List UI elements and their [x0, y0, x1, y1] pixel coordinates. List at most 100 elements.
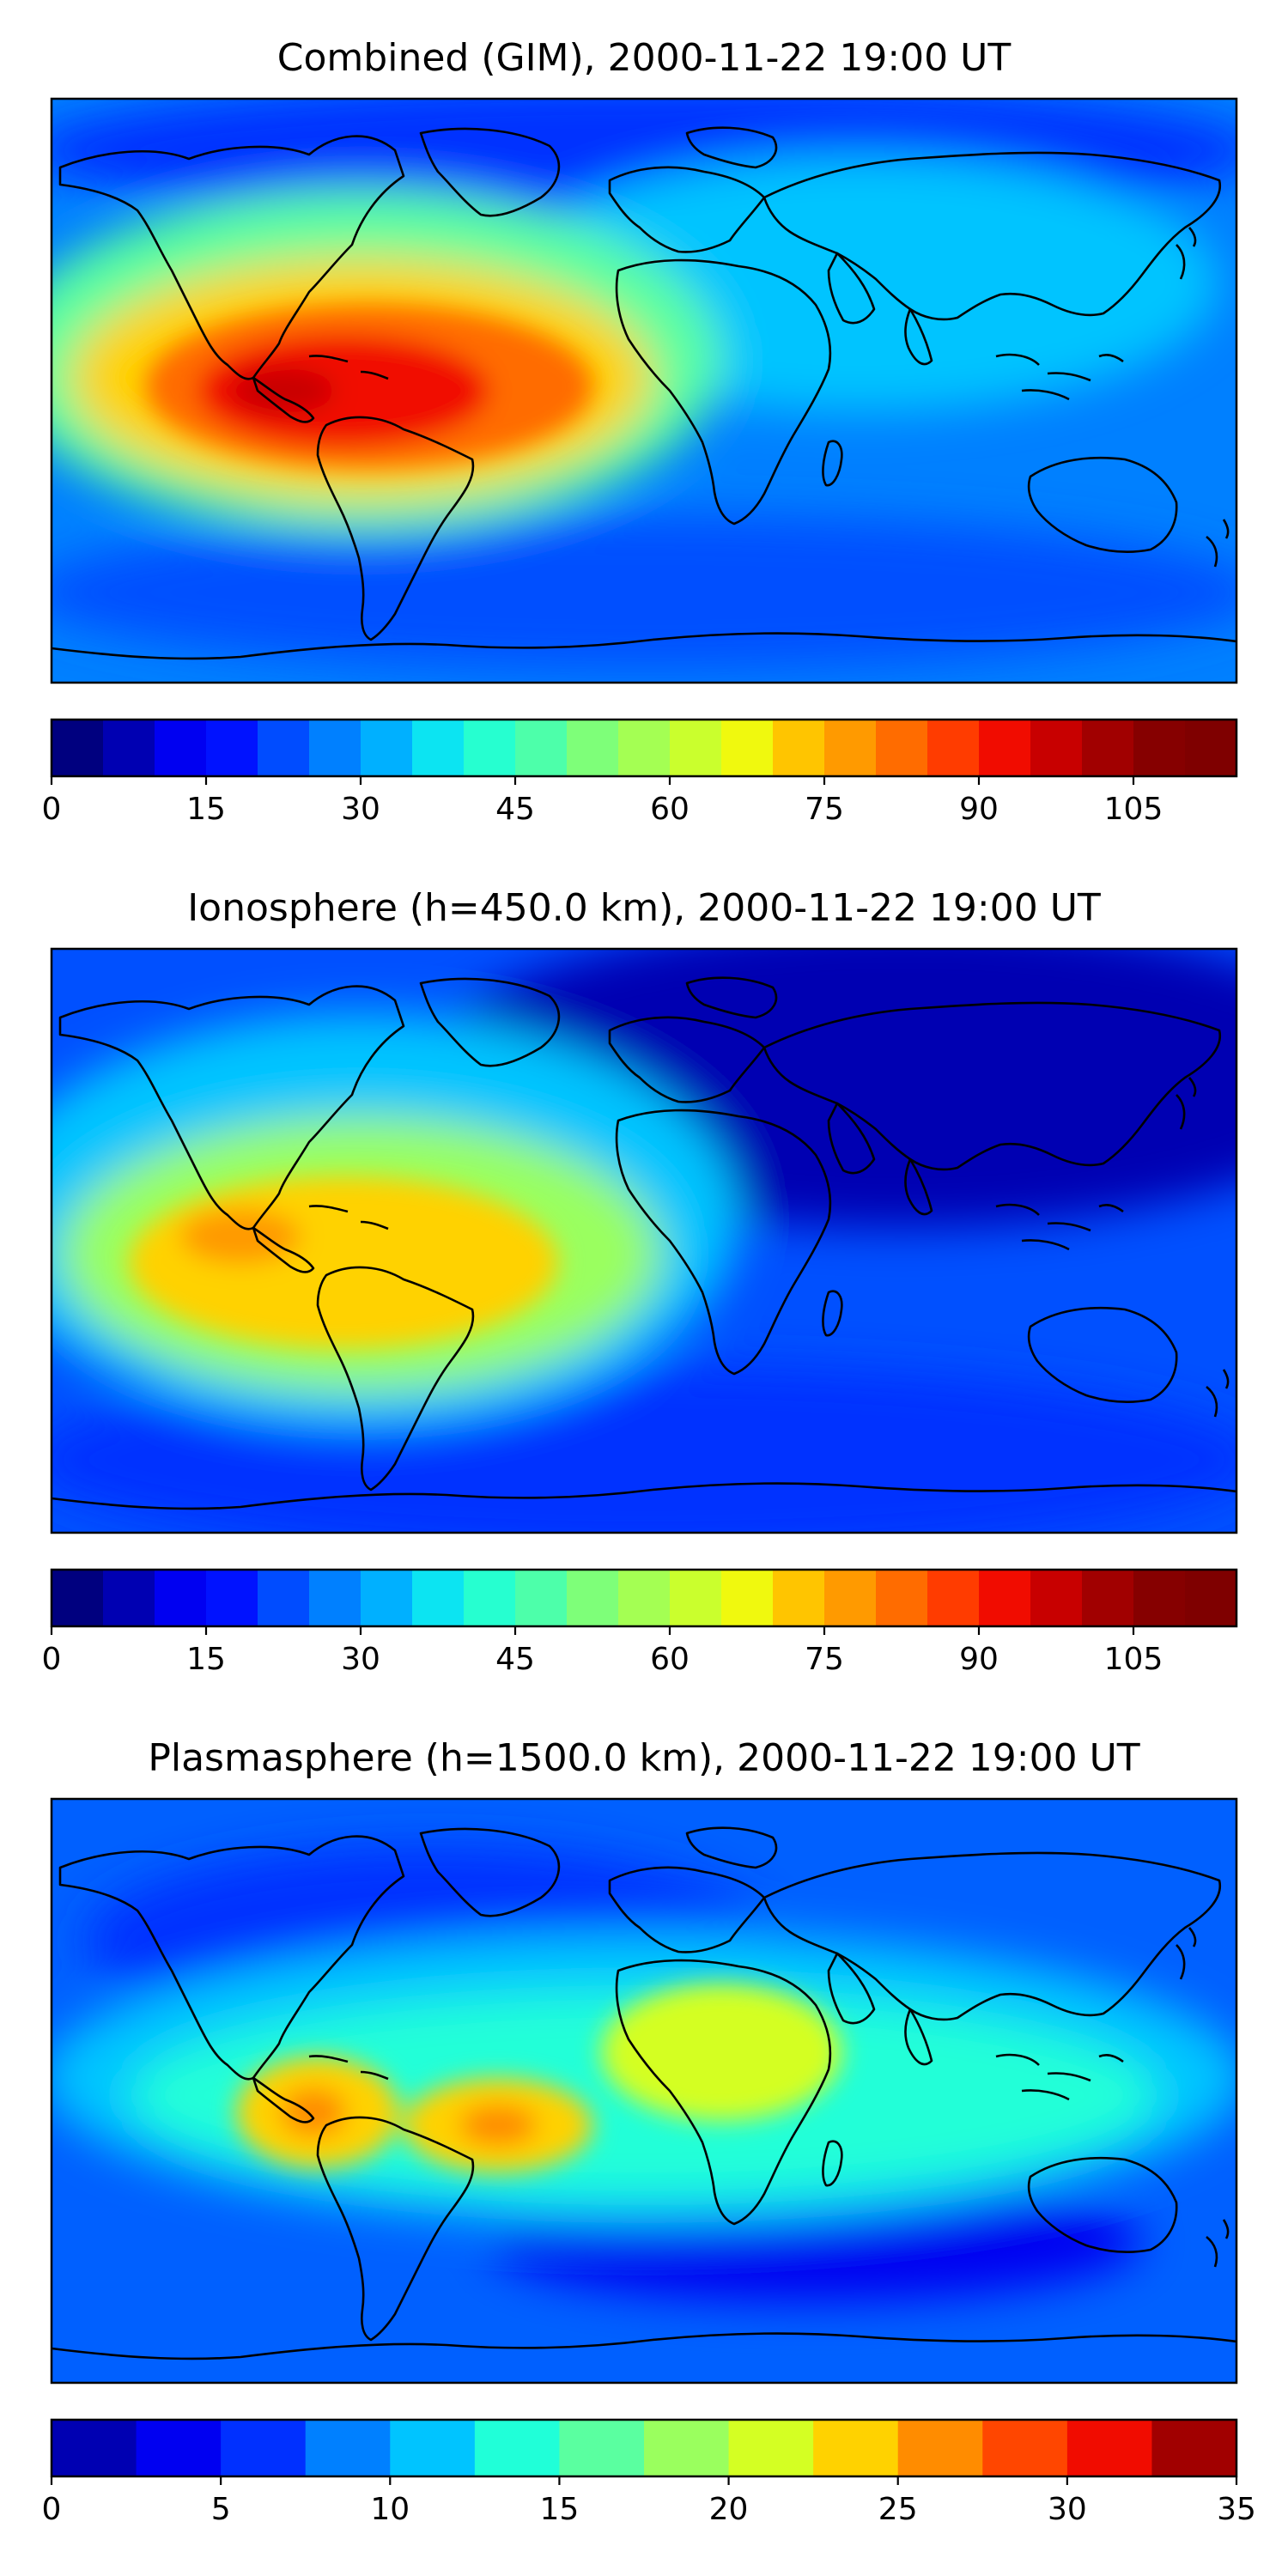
panel-2-anomaly-inner [129, 1176, 558, 1348]
colorbar-1-swatch-9 [515, 720, 568, 776]
panel-1-colorbar: 0 15 30 45 60 75 90 105 [42, 718, 1238, 827]
colorbar-3-swatch-2 [221, 2420, 307, 2476]
colorbar-2-swatch-14 [773, 1570, 825, 1626]
colorbar-3-swatch-11 [982, 2420, 1068, 2476]
colorbar-2-swatch-18 [979, 1570, 1031, 1626]
colorbar-1-tick-label-7: 105 [1104, 792, 1163, 827]
colorbar-2-swatch-10 [567, 1570, 619, 1626]
colorbar-1-frame [50, 718, 1238, 778]
colorbar-3-swatch-7 [644, 2420, 730, 2476]
colorbar-1-swatch-8 [464, 720, 516, 776]
colorbar-1-swatch-10 [567, 720, 619, 776]
colorbar-2-tick-label-3: 45 [495, 1642, 535, 1677]
colorbar-1-swatch-15 [824, 720, 877, 776]
colorbar-1-swatch-21 [1133, 720, 1186, 776]
colorbar-3-tick-label-5: 25 [878, 2492, 918, 2527]
colorbar-1-swatch-1 [103, 720, 155, 776]
colorbar-2-swatch-21 [1133, 1570, 1186, 1626]
colorbar-1-swatch-3 [206, 720, 258, 776]
colorbar-3-tick-label-7: 35 [1217, 2492, 1256, 2527]
colorbar-2-swatch-8 [464, 1570, 516, 1626]
panel-1-hotspot [232, 368, 335, 413]
colorbar-1-swatch-4 [258, 720, 310, 776]
colorbar-3-tick-label-1: 5 [211, 2492, 231, 2527]
colorbar-2-swatch-2 [155, 1570, 207, 1626]
colorbar-2-swatch-16 [876, 1570, 928, 1626]
panel-3-map [52, 1799, 1236, 2383]
colorbar-3-swatch-4 [390, 2420, 476, 2476]
colorbar-3-swatch-12 [1066, 2420, 1153, 2476]
colorbar-2-swatch-19 [1030, 1570, 1083, 1626]
colorbar-1-swatch-12 [670, 720, 722, 776]
colorbar-3-tick-label-6: 30 [1048, 2492, 1087, 2527]
panel-1-map-frame [50, 97, 1238, 684]
colorbar-2-swatch-4 [258, 1570, 310, 1626]
panel-2-map [52, 949, 1236, 1533]
colorbar-3-swatch-9 [813, 2420, 899, 2476]
colorbar-1-swatch-19 [1030, 720, 1083, 776]
colorbar-2-swatch-6 [361, 1570, 413, 1626]
colorbar-2-swatch-9 [515, 1570, 568, 1626]
colorbar-1-swatch-7 [412, 720, 465, 776]
colorbar-1-tick-label-2: 30 [341, 792, 380, 827]
colorbar-2-swatch-5 [309, 1570, 361, 1626]
panel-2-hotspot [180, 1209, 301, 1264]
panel-3-brazil-hotspot [459, 2105, 537, 2146]
colorbar-1-swatch-13 [721, 720, 774, 776]
colorbar-1-swatch-20 [1082, 720, 1134, 776]
panel-2-map-frame [50, 947, 1238, 1534]
panel-3-title: Plasmasphere (h=1500.0 km), 2000-11-22 1… [148, 1736, 1139, 1780]
colorbar-2-tick-label-4: 60 [650, 1642, 690, 1677]
panel-2-title: Ionosphere (h=450.0 km), 2000-11-22 19:0… [187, 886, 1101, 930]
colorbar-2-tick-label-6: 90 [959, 1642, 999, 1677]
panel-1-band-south [52, 515, 1236, 670]
colorbar-1-tick-label-1: 15 [186, 792, 226, 827]
colorbar-2-swatch-3 [206, 1570, 258, 1626]
colorbar-1-swatch-14 [773, 720, 825, 776]
colorbar-2-swatch-15 [824, 1570, 877, 1626]
panel-3-africa-peak [601, 1984, 841, 2121]
colorbar-1-swatch-6 [361, 720, 413, 776]
colorbar-3-tick-label-3: 15 [540, 2492, 580, 2527]
colorbar-1-swatch-11 [618, 720, 671, 776]
colorbar-2-swatch-22 [1185, 1570, 1237, 1626]
colorbar-2-tick-label-1: 15 [186, 1642, 226, 1677]
colorbar-2-swatch-7 [412, 1570, 465, 1626]
colorbar-1-tick-label-6: 90 [959, 792, 999, 827]
colorbar-3-swatch-8 [728, 2420, 814, 2476]
colorbar-1-tick-label-5: 75 [805, 792, 844, 827]
colorbar-1-tick-label-4: 60 [650, 792, 690, 827]
panel-3-pacific-hotspot [281, 2088, 346, 2136]
colorbar-1-swatch-17 [927, 720, 980, 776]
colorbar-2-tick-label-5: 75 [805, 1642, 844, 1677]
colorbar-2-tick-label-0: 0 [42, 1642, 62, 1677]
panel-1-title: Combined (GIM), 2000-11-22 19:00 UT [277, 36, 1012, 80]
colorbar-2-tick-label-7: 105 [1104, 1642, 1163, 1677]
colorbar-3-swatch-5 [474, 2420, 561, 2476]
panel-1-anomaly-core [197, 335, 489, 447]
colorbar-3-swatch-13 [1151, 2420, 1237, 2476]
colorbar-3-frame [50, 2418, 1238, 2478]
colorbar-3-swatch-0 [52, 2420, 137, 2476]
colorbar-2-swatch-11 [618, 1570, 671, 1626]
colorbar-3-swatch-3 [305, 2420, 391, 2476]
colorbar-1-tick-label-3: 45 [495, 792, 535, 827]
colorbar-2-swatch-0 [52, 1570, 104, 1626]
panel-2-colorbar: 0 15 30 45 60 75 90 105 [42, 1568, 1238, 1677]
colorbar-1-swatch-22 [1185, 720, 1237, 776]
colorbar-1-swatch-0 [52, 720, 104, 776]
colorbar-3-swatch-6 [559, 2420, 645, 2476]
colorbar-1-swatch-16 [876, 720, 928, 776]
colorbar-3-tick-label-4: 20 [709, 2492, 749, 2527]
panel-1-map [52, 99, 1236, 683]
colorbar-3-swatch-1 [136, 2420, 222, 2476]
colorbar-2-swatch-12 [670, 1570, 722, 1626]
colorbar-1-tick-label-0: 0 [42, 792, 62, 827]
colorbar-2-swatch-20 [1082, 1570, 1134, 1626]
colorbar-3-tick-label-0: 0 [42, 2492, 62, 2527]
colorbar-1-swatch-5 [309, 720, 361, 776]
panel-3-map-frame [50, 1797, 1238, 2385]
colorbar-2-swatch-13 [721, 1570, 774, 1626]
colorbar-2-tick-label-2: 30 [341, 1642, 380, 1677]
